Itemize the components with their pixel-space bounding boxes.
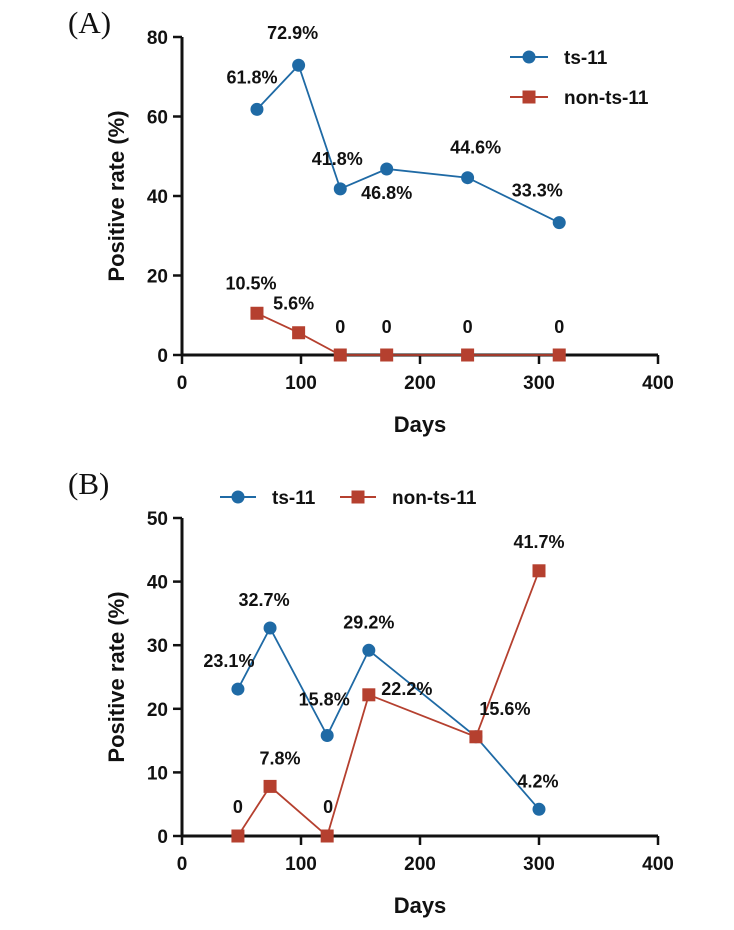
x-axis-title: Days: [394, 412, 447, 437]
y-axis-title: Positive rate (%): [104, 591, 129, 762]
data-label: 46.8%: [361, 183, 412, 203]
data-point-non-ts-11: [461, 348, 475, 362]
series-line-non-ts-11: [237, 570, 540, 838]
data-point-non-ts-11: [532, 564, 546, 578]
x-tick-label: 200: [404, 373, 436, 394]
data-point-ts-11: [552, 216, 566, 230]
legend-marker-ts-11: [231, 490, 245, 504]
x-axis-title: Days: [394, 893, 447, 918]
data-point-ts-11: [461, 171, 475, 185]
data-point-ts-11: [292, 58, 306, 72]
series-line-non-ts-11: [256, 312, 560, 356]
data-label: 7.8%: [260, 748, 301, 768]
data-point-non-ts-11: [469, 730, 483, 744]
series-line-ts-11: [256, 63, 560, 224]
data-label: 44.6%: [450, 138, 501, 158]
panel-label: (A): [68, 5, 111, 40]
data-label: 22.2%: [381, 679, 432, 699]
data-point-non-ts-11: [292, 326, 306, 340]
panel-label: (B): [68, 466, 109, 501]
x-tick-label: 300: [523, 854, 555, 875]
legend-marker-non-ts-11: [351, 490, 365, 504]
data-label: 0: [554, 317, 564, 337]
panel-a: (A) 0 20 40 60 80 0 100 200 300 400 Days Positive ra…: [68, 5, 674, 437]
y-tick-label: 10: [147, 763, 168, 784]
x-tick-label: 0: [177, 854, 188, 875]
x-tick-label: 400: [642, 854, 674, 875]
y-axis-title: Positive rate (%): [104, 110, 129, 281]
data-label: 0: [463, 317, 473, 337]
data-label: 33.3%: [512, 181, 563, 201]
y-tick-label: 20: [147, 267, 168, 288]
y-tick-label: 40: [147, 573, 168, 594]
data-point-ts-11: [250, 102, 264, 116]
data-label: 61.8%: [226, 67, 277, 87]
legend-marker-ts-11: [522, 50, 536, 64]
data-label: 0: [233, 797, 243, 817]
data-label: 10.5%: [225, 273, 276, 293]
x-tick-label: 400: [642, 373, 674, 394]
data-point-ts-11: [362, 643, 376, 657]
series-line-ts-11: [237, 626, 540, 810]
data-label: 41.7%: [513, 532, 564, 552]
data-point-non-ts-11: [362, 688, 376, 702]
legend-label: ts-11: [564, 48, 608, 69]
y-tick-label: 50: [147, 509, 168, 530]
data-label: 15.8%: [299, 690, 350, 710]
x-tick-label: 0: [177, 373, 188, 394]
data-point-non-ts-11: [250, 306, 264, 320]
data-label: 72.9%: [267, 23, 318, 43]
data-label: 0: [335, 317, 345, 337]
y-tick-label: 20: [147, 700, 168, 721]
data-label: 32.7%: [239, 590, 290, 610]
data-label: 0: [382, 317, 392, 337]
x-tick-label: 100: [285, 373, 317, 394]
data-point-ts-11: [231, 682, 245, 696]
y-tick-label: 0: [157, 827, 168, 848]
data-point-ts-11: [333, 182, 347, 196]
x-tick-label: 100: [285, 854, 317, 875]
data-point-non-ts-11: [231, 829, 245, 843]
data-point-ts-11: [380, 162, 394, 176]
data-label: 23.1%: [203, 651, 254, 671]
panel-b: (B) 0 10 20 30 40 50 0 100 200 300 400 Days Positive …: [68, 466, 674, 918]
legend-marker-non-ts-11: [522, 90, 536, 104]
data-label: 41.8%: [312, 149, 363, 169]
data-point-non-ts-11: [320, 829, 334, 843]
data-point-ts-11: [320, 729, 334, 743]
data-label: 4.2%: [517, 771, 558, 791]
y-tick-label: 30: [147, 636, 168, 657]
x-tick-label: 200: [404, 854, 436, 875]
y-tick-label: 80: [147, 28, 168, 49]
data-label: 0: [323, 797, 333, 817]
data-point-ts-11: [532, 802, 546, 816]
data-point-non-ts-11: [263, 779, 277, 793]
legend-label: ts-11: [272, 488, 316, 509]
data-point-ts-11: [263, 621, 277, 635]
data-label: 15.6%: [479, 699, 530, 719]
y-tick-label: 40: [147, 187, 168, 208]
data-point-non-ts-11: [333, 348, 347, 362]
y-tick-label: 60: [147, 108, 168, 129]
data-label: 29.2%: [343, 612, 394, 632]
y-tick-label: 0: [157, 346, 168, 367]
legend-label: non-ts-11: [392, 488, 477, 509]
x-tick-label: 300: [523, 373, 555, 394]
data-label: 5.6%: [273, 294, 314, 314]
legend-label: non-ts-11: [564, 88, 649, 109]
data-point-non-ts-11: [552, 348, 566, 362]
data-point-non-ts-11: [380, 348, 394, 362]
